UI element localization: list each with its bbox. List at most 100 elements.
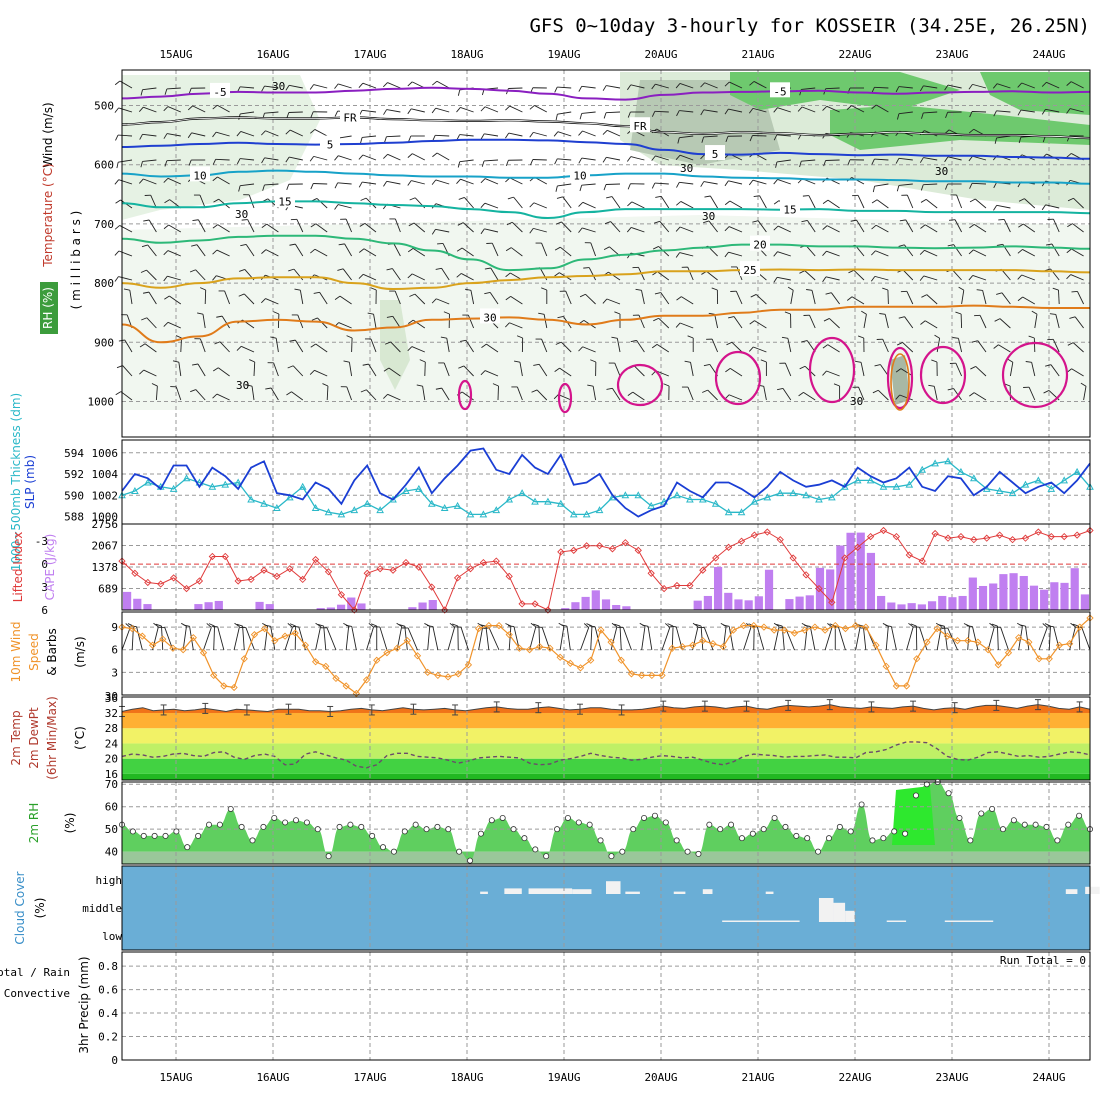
wind-barb-flag <box>1004 383 1011 387</box>
wind-barb-flag <box>857 335 864 339</box>
wind-barb-flag <box>555 341 562 345</box>
cape-bar <box>357 603 366 610</box>
rh-point <box>282 819 289 826</box>
wind-barb-flag <box>651 111 656 117</box>
wind-barb <box>392 316 401 329</box>
wind-barb <box>636 340 645 353</box>
thickness-point <box>402 486 410 495</box>
wind-barb-flag <box>895 158 900 164</box>
isotherm-line <box>121 86 1091 101</box>
wind-barb-flag <box>114 250 120 256</box>
thickness-point <box>776 489 785 497</box>
thickness-point <box>247 495 255 503</box>
wind-barb-flag <box>358 82 364 89</box>
lifted-index-point <box>531 600 539 608</box>
wind-barb-flag <box>139 369 145 375</box>
rh-point <box>880 835 887 842</box>
wind-barb <box>825 276 840 281</box>
wind-barb <box>831 292 840 305</box>
wind-barb <box>997 625 999 651</box>
wind-speed-point <box>281 632 289 640</box>
wind-barb <box>610 221 621 233</box>
cloud-gap-high <box>1085 886 1100 894</box>
wind-barb <box>560 246 572 257</box>
wind-barb-flag <box>827 622 833 628</box>
wind-barb <box>240 86 255 89</box>
wind-barb-flag <box>920 184 924 191</box>
cloud-gap-middle <box>722 920 742 922</box>
day-label-bottom: 19AUG <box>547 1071 580 1084</box>
thickness-point <box>169 484 178 492</box>
wind-barb <box>338 322 352 329</box>
rh-point <box>673 837 680 844</box>
wind-barb-flag <box>138 178 144 184</box>
thickness-point <box>285 493 294 501</box>
rh-point <box>1054 837 1061 844</box>
wind-speed-point <box>383 649 391 657</box>
wind-barb-flag <box>479 624 487 627</box>
wind-barb <box>660 292 670 305</box>
wind-barb <box>581 111 596 114</box>
thickness-point <box>376 506 384 514</box>
wind-barb <box>704 82 718 89</box>
wind-barb <box>654 110 669 113</box>
wind-barb-flag <box>310 248 316 254</box>
wind-barb <box>175 386 182 401</box>
wind-barb <box>679 181 694 185</box>
wind-barb <box>1023 223 1036 233</box>
isotherm-label: 15 <box>278 195 291 208</box>
wind-barb <box>427 626 431 651</box>
wind-barb <box>510 295 523 305</box>
wind-barb <box>273 362 279 377</box>
wind-barb-flag <box>579 185 583 192</box>
wind-barb <box>1058 289 1060 305</box>
rh-point <box>380 844 387 851</box>
wind-barb <box>509 322 523 329</box>
wind-barb-flag <box>969 224 975 229</box>
wind-barb-flag <box>701 136 705 143</box>
wind-barb <box>619 626 622 651</box>
wind-barb <box>875 250 889 257</box>
wind-barb <box>611 388 621 401</box>
wind-barb-flag <box>663 383 670 387</box>
wind-speed-point <box>1004 649 1013 657</box>
wind-barb-flag <box>197 312 204 315</box>
wind-barb-flag <box>212 176 218 182</box>
wind-barb-flag <box>676 182 680 188</box>
wind-speed-point <box>495 621 503 630</box>
rh-shading <box>380 300 410 390</box>
wind-barb <box>874 275 889 281</box>
wind-barb-flag <box>753 195 760 198</box>
wind-barb <box>404 626 408 651</box>
cape-bar <box>123 591 132 610</box>
wind-barb-flag <box>910 623 917 627</box>
lifted-index-point <box>195 577 204 585</box>
wind-barb-flag <box>695 623 702 627</box>
wind-barb <box>710 195 718 209</box>
wind-barb-flag <box>676 296 682 301</box>
wind-barb <box>659 220 670 233</box>
wind-barb <box>166 133 181 137</box>
wind-barb-flag <box>898 244 905 247</box>
cape-bar <box>754 596 763 610</box>
lifted-index-point <box>866 532 875 541</box>
wind-speed-point <box>403 637 411 645</box>
wind-barb-flag <box>802 195 809 197</box>
wind-barb <box>582 201 596 209</box>
wind-barb <box>316 198 328 209</box>
wind-barb-flag <box>241 219 248 221</box>
wind-barb <box>484 178 499 185</box>
wind-speed-point <box>240 655 248 663</box>
lifted-index-point <box>324 568 333 576</box>
wind-barb <box>1071 248 1084 257</box>
wind-barb <box>121 627 131 651</box>
wind-barb <box>342 268 352 281</box>
wind-barb-flag <box>426 625 433 627</box>
cape-tick: 689 <box>98 583 118 596</box>
wind-barb-flag <box>238 293 245 297</box>
lifted-index-point <box>557 548 565 556</box>
wind-barb-flag <box>627 201 633 207</box>
wind-barb-flag <box>407 153 413 158</box>
wind-speed-point <box>536 643 544 651</box>
